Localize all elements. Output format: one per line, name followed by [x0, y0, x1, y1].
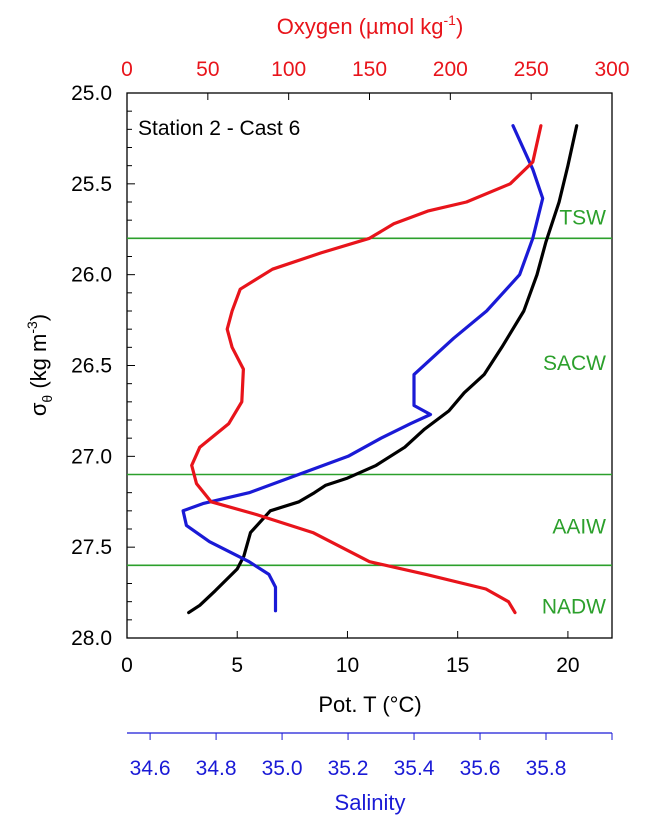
water-mass-label: SACW [543, 352, 606, 375]
salinity-axis-title: Salinity [335, 790, 406, 815]
series-lines [181, 124, 579, 615]
water-mass-label: TSW [559, 207, 606, 230]
salinity-tick-label: 35.0 [262, 757, 303, 780]
y-tick-label: 26.5 [71, 355, 112, 378]
oxygen-tick-label: 0 [121, 58, 133, 81]
plot-frame [126, 92, 613, 639]
temperature-tick-label: 15 [446, 654, 469, 677]
oxygen-tick-labels: 0 50 100 150 200 250 300 [121, 58, 630, 100]
y-tick-labels: 25.0 25.5 26.0 26.5 27.0 27.5 28.0 [71, 82, 112, 650]
salinity-profile-line [181, 124, 545, 613]
water-mass-label: AAIW [552, 515, 606, 538]
water-mass-label: NADW [542, 595, 606, 618]
temperature-axis-title: Pot. T (°C) [318, 692, 421, 717]
temperature-tick-label: 0 [121, 654, 133, 677]
salinity-tick-label: 35.4 [394, 757, 435, 780]
y-tick-label: 26.0 [71, 264, 112, 287]
salinity-tick-labels: 34.6 34.8 35.0 35.2 35.4 35.6 35.8 [130, 733, 613, 780]
salinity-tick-label: 35.8 [526, 757, 567, 780]
y-tick-label: 25.5 [71, 173, 112, 196]
oxygen-profile-line [190, 124, 543, 615]
oxygen-tick-label: 100 [271, 58, 306, 81]
temperature-tick-labels: 0 5 10 15 20 [121, 631, 580, 677]
y-tick-label: 25.0 [71, 82, 112, 105]
y-tick-label: 28.0 [71, 627, 112, 650]
temperature-tick-label: 10 [336, 654, 359, 677]
oxygen-tick-label: 300 [594, 58, 629, 81]
y-tick-label: 27.0 [71, 445, 112, 468]
oxygen-axis-title: Oxygen (µmol kg-1) [277, 12, 464, 39]
y-minor-ticks [127, 92, 135, 639]
temperature-tick-label: 20 [556, 654, 579, 677]
temperature-profile-line [187, 124, 579, 615]
y-axis-title: σθ (kg m-3) [24, 314, 55, 416]
y-tick-label: 27.5 [71, 536, 112, 559]
station-annotation: Station 2 - Cast 6 [138, 117, 300, 140]
oxygen-tick-label: 150 [352, 58, 387, 81]
temperature-tick-label: 5 [231, 654, 243, 677]
salinity-tick-label: 34.8 [196, 757, 237, 780]
salinity-tick-label: 35.6 [460, 757, 501, 780]
salinity-tick-label: 34.6 [130, 757, 171, 780]
oxygen-tick-label: 250 [514, 58, 549, 81]
salinity-tick-label: 35.2 [328, 757, 369, 780]
oxygen-tick-label: 200 [433, 58, 468, 81]
oxygen-tick-label: 50 [196, 58, 219, 81]
